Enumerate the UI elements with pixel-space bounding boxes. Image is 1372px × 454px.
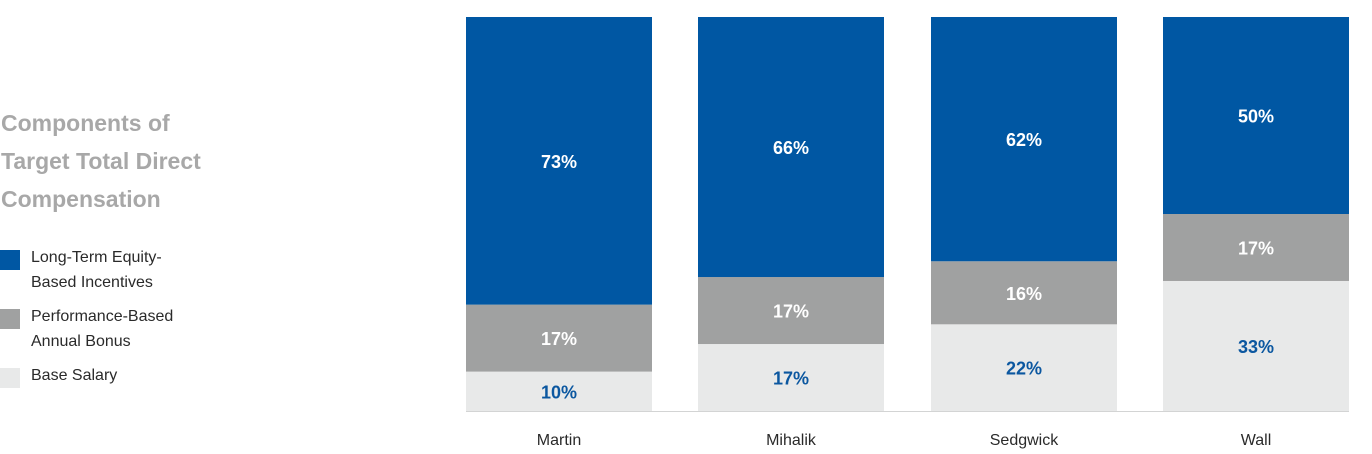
bar-segment-martin-0 [466,371,652,411]
category-label-wall: Wall [1241,432,1272,449]
legend-label-line: Performance-Based [31,308,174,325]
data-label-mihalik-1: 17% [773,302,809,322]
bar-segment-mihalik-1 [698,277,884,345]
legend-label-line: Base Salary [31,367,118,384]
data-label-mihalik-0: 17% [773,369,809,389]
bar-segment-sedgwick-2 [931,17,1117,262]
chart-title-line: Compensation [1,186,161,212]
bar-segment-mihalik-0 [698,344,884,411]
legend-label-line: Long-Term Equity- [31,249,162,266]
bar-segment-mihalik-2 [698,17,884,278]
legend-label-line: Annual Bonus [31,333,131,350]
bar-segment-sedgwick-0 [931,324,1117,411]
data-label-sedgwick-0: 22% [1006,359,1042,379]
chart-title-line: Components of [1,110,170,136]
bar-segment-martin-2 [466,17,652,305]
bar-segment-wall-2 [1163,17,1349,214]
legend-label-performance-bonus: Performance-Based Annual Bonus [31,304,251,354]
data-label-martin-1: 17% [541,329,577,349]
legend-label-base-salary: Base Salary [31,363,251,388]
bar-segment-wall-1 [1163,214,1349,281]
data-label-sedgwick-1: 16% [1006,284,1042,304]
legend-swatch-performance-bonus [0,309,20,329]
legend-label-line: Based Incentives [31,274,153,291]
bar-segment-martin-1 [466,304,652,372]
bar-segment-wall-0 [1163,280,1349,411]
chart-title-line: Target Total Direct [1,148,201,174]
data-label-martin-0: 10% [541,382,577,402]
data-label-martin-2: 73% [541,152,577,172]
chart-title: Components of Target Total Direct Compen… [1,104,301,218]
data-label-wall-1: 17% [1238,238,1274,258]
bar-segment-sedgwick-1 [931,261,1117,325]
category-label-martin: Martin [537,432,581,449]
legend-swatch-base-salary [0,368,20,388]
data-label-wall-0: 33% [1238,337,1274,357]
category-label-sedgwick: Sedgwick [990,432,1059,449]
legend-label-long-term-equity: Long-Term Equity- Based Incentives [31,245,251,295]
data-label-mihalik-2: 66% [773,138,809,158]
legend-swatch-long-term-equity [0,250,20,270]
data-label-wall-2: 50% [1238,107,1274,127]
category-label-mihalik: Mihalik [766,432,817,449]
data-label-sedgwick-2: 62% [1006,130,1042,150]
